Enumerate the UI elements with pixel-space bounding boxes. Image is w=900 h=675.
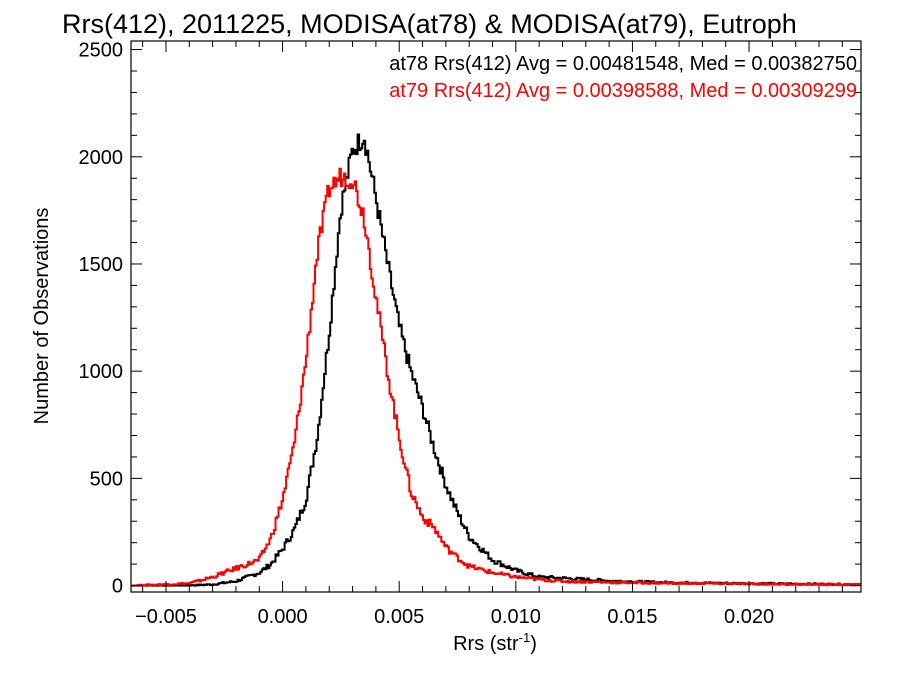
y-tick-label: 0 — [112, 576, 123, 598]
legend-entry-at78: at78 Rrs(412) Avg = 0.00481548, Med = 0.… — [389, 53, 857, 75]
series-layer — [131, 133, 861, 587]
legend-entry-at79: at79 Rrs(412) Avg = 0.00398588, Med = 0.… — [389, 80, 857, 102]
x-axis-label-superscript: -1 — [519, 630, 531, 645]
x-tick-label: −0.005 — [135, 606, 197, 628]
y-tick-label: 2000 — [79, 147, 124, 169]
x-axis-label-text: Rrs (str — [453, 633, 519, 655]
ticks-layer — [131, 41, 861, 592]
series-line-at79 — [131, 167, 861, 587]
x-axis-label: Rrs (str-1) — [453, 630, 537, 655]
x-tick-label: 0.015 — [607, 606, 657, 628]
series-line-at78 — [131, 133, 861, 587]
x-tick-label: 0.000 — [258, 606, 308, 628]
x-tick-label: 0.020 — [724, 606, 774, 628]
x-tick-label: 0.005 — [374, 606, 424, 628]
y-axis-label: Number of Observations — [31, 208, 53, 425]
plot-area-frame — [130, 40, 862, 593]
chart-title: Rrs(412), 2011225, MODISA(at78) & MODISA… — [62, 9, 797, 39]
x-tick-label: 0.010 — [491, 606, 541, 628]
y-tick-label: 1000 — [79, 361, 124, 383]
y-tick-label: 2500 — [79, 40, 124, 62]
y-tick-label: 1500 — [79, 254, 124, 276]
y-tick-labels: 0 500 1000 1500 2000 2500 — [79, 40, 124, 598]
y-tick-label: 500 — [90, 468, 123, 490]
x-axis-label-close: ) — [530, 633, 537, 655]
x-tick-labels: −0.005 0.000 0.005 0.010 0.015 0.020 — [135, 606, 774, 628]
